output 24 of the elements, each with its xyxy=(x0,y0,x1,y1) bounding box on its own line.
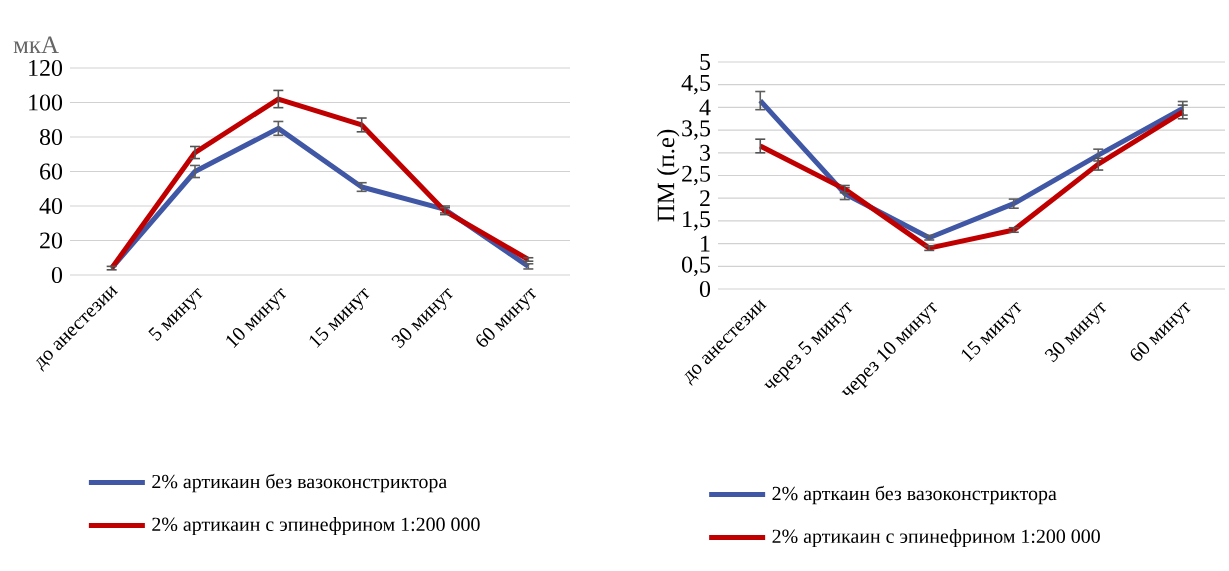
y-tick-label: 2 xyxy=(700,190,710,207)
y-tick-label: 20 xyxy=(40,232,63,249)
y-tick-label: 100 xyxy=(29,94,63,111)
legend-label: 2% артикаин с эпинефрином 1:200 000 xyxy=(152,517,480,536)
y-tick-label: 5 xyxy=(700,54,711,70)
y-tick-label: 0 xyxy=(699,280,711,298)
y-tick-label: 3,5 xyxy=(682,120,711,140)
y-tick-label: 4,5 xyxy=(681,74,711,95)
legend-label: 2% арткаин без вазоконстриктора xyxy=(772,485,1057,505)
y-tick-label: 3 xyxy=(700,144,711,161)
y-axis-title: ПМ (п.е) xyxy=(656,129,680,222)
y-tick-label: 2,5 xyxy=(682,165,711,186)
y-tick-label: 60 xyxy=(40,163,63,180)
legend-label: 2% артикаин с эпинефрином 1:200 000 xyxy=(772,528,1100,548)
y-tick-label: 40 xyxy=(39,197,63,215)
y-axis-title: мкА xyxy=(13,36,59,53)
y-tick-label: 1 xyxy=(701,235,710,252)
legend-label: 2% артикаин без вазоконстриктора xyxy=(152,473,447,493)
y-tick-label: 0,5 xyxy=(681,256,711,277)
y-tick-label: 80 xyxy=(39,128,63,146)
y-tick-label: 1,5 xyxy=(683,211,711,231)
y-tick-label: 0 xyxy=(51,266,63,284)
y-tick-label: 4 xyxy=(699,99,711,116)
y-tick-label: 120 xyxy=(29,59,63,77)
